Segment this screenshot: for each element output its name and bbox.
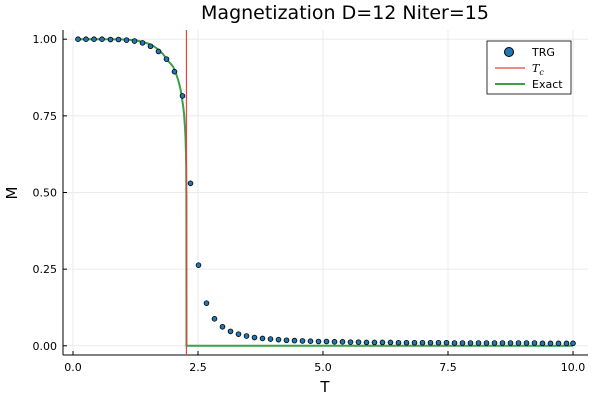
y-tick-label: 0.00 [33,340,58,353]
trg-point [195,262,202,268]
trg-point [531,340,538,346]
trg-point [499,340,506,346]
trg-point [331,339,338,345]
trg-point [427,339,434,346]
x-tick-label: 7.5 [439,361,457,374]
trg-point [291,337,298,344]
trg-point [251,334,258,341]
x-tick-label: 2.5 [189,361,207,374]
trg-point [107,36,114,43]
legend-marker-trg [504,47,514,57]
trg-point [83,36,89,42]
trg-point [155,48,162,55]
trg-point [315,338,322,345]
trg-point [299,338,306,344]
chart-title: Magnetization D=12 Niter=15 [201,2,489,24]
trg-point [99,36,105,42]
trg-point [483,340,490,346]
trg-point [275,336,282,343]
trg-point [163,56,170,62]
x-tick-label: 10.0 [561,361,586,374]
trg-series [75,36,576,347]
trg-point [355,339,362,345]
trg-point [91,36,97,42]
trg-point [363,339,370,346]
x-tick-label: 5.0 [314,361,332,374]
x-axis-label: T [319,378,330,396]
trg-point [539,340,546,347]
trg-point [339,339,346,345]
trg-point [563,340,570,347]
trg-point [323,338,330,345]
trg-point [219,323,226,330]
trg-point [187,180,194,187]
y-tick-label: 0.25 [33,263,58,276]
trg-point [387,339,394,346]
tick-labels: 0.0 2.5 5.0 7.5 10.0 0.00 0.25 0.50 0.75 1.00 [33,33,586,374]
trg-point [227,328,234,335]
trg-point [555,340,562,347]
trg-point [451,340,458,346]
trg-point [443,339,450,346]
trg-point [259,335,266,342]
trg-point [467,340,474,346]
trg-point [403,339,410,346]
trg-point [507,340,514,346]
axes [62,30,588,356]
trg-point [211,316,218,322]
y-tick-label: 0.50 [33,187,58,200]
trg-point [491,340,498,346]
trg-point [459,340,466,346]
trg-point [179,93,186,99]
trg-point [570,340,576,347]
trg-point [75,36,81,42]
trg-point [147,43,154,50]
trg-point [395,339,402,346]
trg-point [347,339,354,345]
trg-point [123,37,130,43]
trg-point [435,339,442,346]
trg-point [547,340,554,347]
trg-point [475,340,482,346]
trg-point [411,339,418,346]
trg-point [523,340,530,346]
y-tick-label: 1.00 [33,33,58,46]
trg-point [235,331,242,337]
trg-point [139,40,146,46]
trg-point [307,338,314,345]
legend-label: TRG [531,46,555,59]
trg-point [267,336,274,342]
legend-subscript: c [539,68,544,77]
trg-point [379,339,386,346]
trg-point [419,339,426,346]
y-tick-label: 0.75 [33,110,58,123]
trg-point [171,68,178,75]
trg-point [283,337,290,344]
y-axis-label: M [3,187,21,200]
trg-point [243,333,250,339]
trg-point [115,36,122,43]
trg-point [371,339,378,346]
trg-point [131,38,138,44]
trg-point [203,300,210,306]
legend-label: Exact [532,78,563,91]
trg-point [515,340,522,346]
x-tick-label: 0.0 [64,361,82,374]
